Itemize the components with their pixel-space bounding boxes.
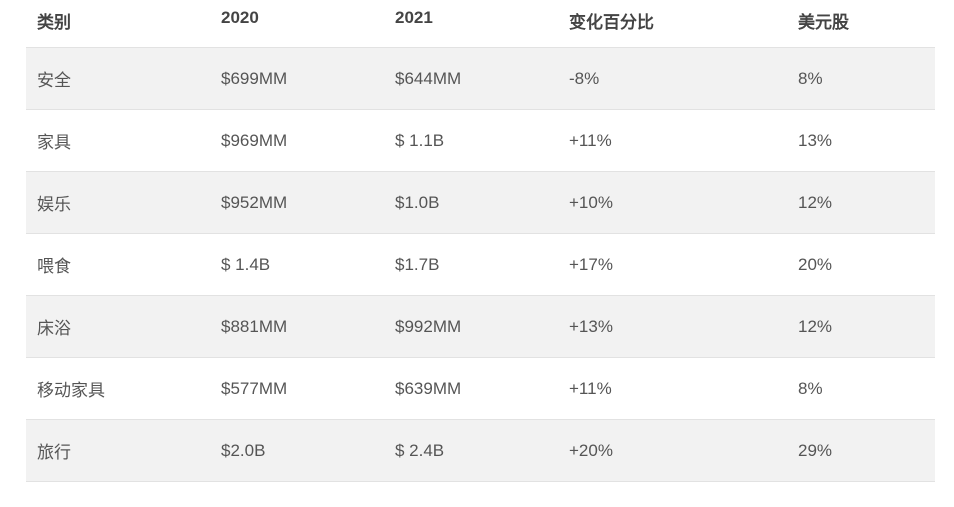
- cell-usd-share: 13%: [798, 130, 833, 150]
- cell-2020: $699MM: [221, 68, 288, 88]
- cell-2020: $952MM: [221, 192, 288, 212]
- cell-2020: $881MM: [221, 316, 288, 336]
- cell-usd-share: 29%: [798, 440, 833, 460]
- cell-2021: $ 1.1B: [395, 130, 445, 150]
- cell-usd-share: 8%: [798, 68, 823, 88]
- cell-2020: $2.0B: [221, 440, 266, 460]
- cell-category: 旅行: [37, 443, 71, 462]
- cell-category: 喂食: [37, 257, 71, 276]
- table-row: 床浴 $881MM $992MM +13% 12%: [26, 296, 935, 358]
- cell-category: 安全: [37, 71, 71, 90]
- header-category: 类别: [37, 13, 71, 32]
- cell-category: 家具: [37, 133, 71, 152]
- cell-usd-share: 12%: [798, 192, 833, 212]
- cell-category: 床浴: [37, 319, 71, 338]
- cell-usd-share: 12%: [798, 316, 833, 336]
- header-2021: 2021: [395, 8, 433, 27]
- header-2020: 2020: [221, 8, 259, 27]
- cell-2021: $1.0B: [395, 192, 440, 212]
- table-row: 家具 $969MM $ 1.1B +11% 13%: [26, 110, 935, 172]
- cell-percent-change: +17%: [569, 254, 613, 274]
- data-table: 类别 2020 2021 变化百分比 美元股 安全 $699MM $644MM …: [26, 0, 935, 482]
- table-row: 移动家具 $577MM $639MM +11% 8%: [26, 358, 935, 420]
- cell-2021: $644MM: [395, 68, 462, 88]
- cell-2020: $ 1.4B: [221, 254, 271, 274]
- cell-2020: $577MM: [221, 378, 288, 398]
- table-row: 旅行 $2.0B $ 2.4B +20% 29%: [26, 420, 935, 482]
- cell-percent-change: +11%: [569, 130, 612, 150]
- cell-2021: $1.7B: [395, 254, 440, 274]
- header-percent-change: 变化百分比: [569, 13, 654, 32]
- cell-2021: $ 2.4B: [395, 440, 445, 460]
- cell-percent-change: +10%: [569, 192, 613, 212]
- table-header-row: 类别 2020 2021 变化百分比 美元股: [26, 0, 935, 48]
- cell-percent-change: -8%: [569, 68, 600, 88]
- cell-category: 移动家具: [37, 381, 105, 400]
- cell-category: 娱乐: [37, 195, 71, 214]
- table-row: 安全 $699MM $644MM -8% 8%: [26, 48, 935, 110]
- cell-usd-share: 8%: [798, 378, 823, 398]
- cell-2021: $992MM: [395, 316, 462, 336]
- cell-percent-change: +13%: [569, 316, 613, 336]
- header-usd-share: 美元股: [798, 13, 849, 32]
- cell-percent-change: +11%: [569, 378, 612, 398]
- cell-usd-share: 20%: [798, 254, 833, 274]
- table-row: 娱乐 $952MM $1.0B +10% 12%: [26, 172, 935, 234]
- table-row: 喂食 $ 1.4B $1.7B +17% 20%: [26, 234, 935, 296]
- cell-2020: $969MM: [221, 130, 288, 150]
- cell-percent-change: +20%: [569, 440, 613, 460]
- cell-2021: $639MM: [395, 378, 462, 398]
